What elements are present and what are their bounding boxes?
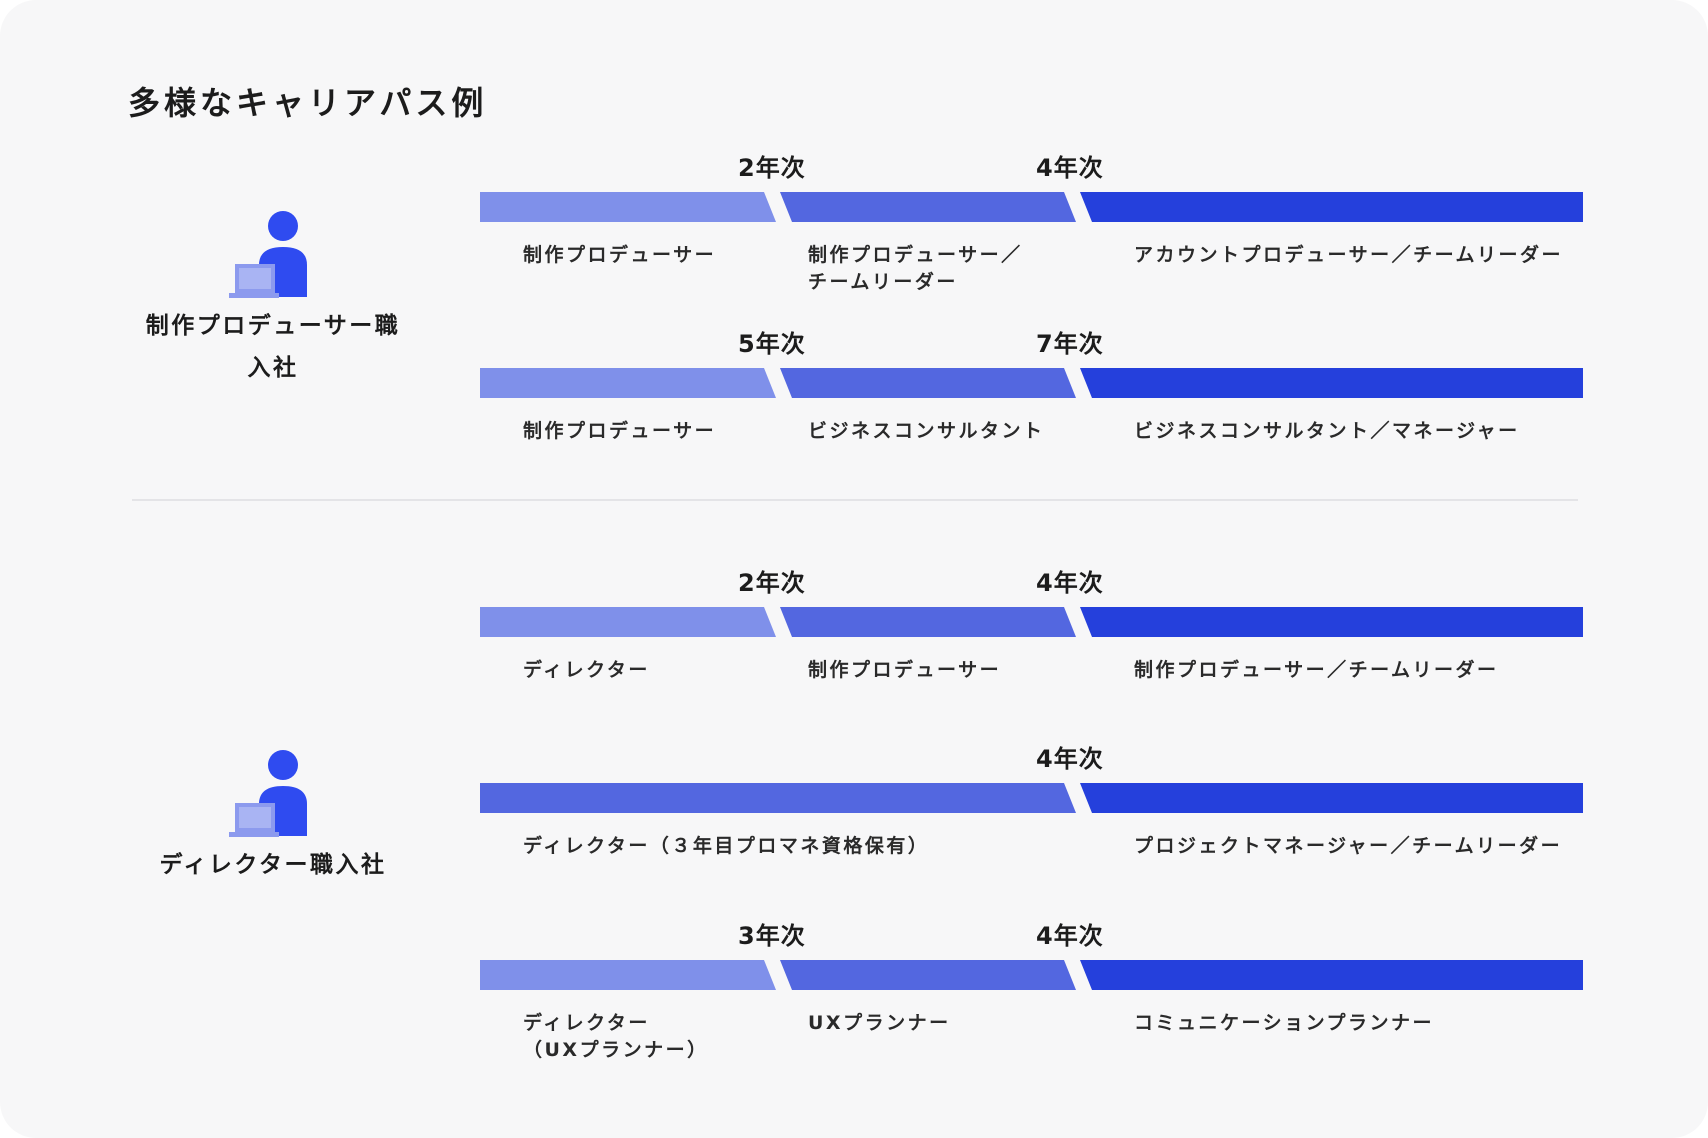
bar-segment-2 bbox=[780, 960, 1076, 990]
group-producer: 制作プロデューサー職 入社 bbox=[133, 209, 413, 389]
career-path: 3年次 4年次 ディレクター （UXプランナー） UXプランナー コミュニケーシ… bbox=[480, 916, 1583, 1061]
year-marker: 4年次 bbox=[1036, 745, 1104, 773]
bar-segment-3 bbox=[1080, 960, 1583, 990]
stage-label: 制作プロデューサー／チームリーダー bbox=[1134, 659, 1499, 681]
progress-bar bbox=[480, 192, 1583, 222]
stage-label: アカウントプロデューサー／チームリーダー bbox=[1134, 244, 1564, 266]
stage-label: ディレクター bbox=[523, 659, 650, 681]
bar-segment-2 bbox=[780, 607, 1076, 637]
group-label: 制作プロデューサー職 入社 bbox=[145, 313, 401, 381]
stage-label: ビジネスコンサルタント bbox=[808, 420, 1045, 442]
progress-bar bbox=[480, 607, 1583, 637]
career-path: 2年次 4年次 制作プロデューサー 制作プロデューサー／ チームリーダー アカウ… bbox=[480, 148, 1583, 293]
person-with-laptop-icon bbox=[229, 211, 307, 298]
stage-label: UXプランナー bbox=[808, 1012, 951, 1034]
progress-bar bbox=[480, 783, 1583, 813]
year-marker: 2年次 bbox=[738, 569, 806, 597]
bar-segment-1 bbox=[480, 192, 776, 222]
stage-label: ディレクター （UXプランナー） bbox=[523, 1012, 709, 1061]
bar-segment-3 bbox=[1080, 607, 1583, 637]
career-path: 5年次 7年次 制作プロデューサー ビジネスコンサルタント ビジネスコンサルタン… bbox=[480, 324, 1583, 454]
year-marker: 5年次 bbox=[738, 330, 806, 358]
year-marker: 3年次 bbox=[738, 922, 806, 950]
bar-segment-3 bbox=[1080, 192, 1583, 222]
stage-label: ビジネスコンサルタント／マネージャー bbox=[1134, 420, 1520, 442]
year-marker: 4年次 bbox=[1036, 569, 1104, 597]
year-marker: 2年次 bbox=[738, 154, 806, 182]
bar-segment-2 bbox=[1080, 783, 1583, 813]
group-label: ディレクター職入社 bbox=[159, 852, 387, 878]
stage-label: プロジェクトマネージャー／チームリーダー bbox=[1134, 835, 1563, 857]
person-with-laptop-icon bbox=[229, 750, 307, 837]
bar-segment-2 bbox=[780, 368, 1076, 398]
group-director: ディレクター職入社 bbox=[133, 748, 413, 886]
year-marker: 7年次 bbox=[1036, 330, 1104, 358]
stage-label: ディレクター（３年目プロマネ資格保有） bbox=[523, 835, 930, 857]
stage-label: 制作プロデューサー／ チームリーダー bbox=[808, 244, 1023, 293]
career-path: 4年次 ディレクター（３年目プロマネ資格保有） プロジェクトマネージャー／チーム… bbox=[480, 739, 1583, 869]
bar-segment-2 bbox=[780, 192, 1076, 222]
stage-label: 制作プロデューサー bbox=[523, 244, 717, 266]
stage-label: コミュニケーションプランナー bbox=[1134, 1012, 1435, 1034]
bar-segment-1 bbox=[480, 960, 776, 990]
year-marker: 4年次 bbox=[1036, 154, 1104, 182]
bar-segment-1 bbox=[480, 607, 776, 637]
bar-segment-1 bbox=[480, 368, 776, 398]
progress-bar bbox=[480, 368, 1583, 398]
section-divider bbox=[132, 499, 1578, 501]
page-title: 多様なキャリアパス例 bbox=[128, 84, 488, 122]
bar-segment-1 bbox=[480, 783, 1076, 813]
year-marker: 4年次 bbox=[1036, 922, 1104, 950]
career-path: 2年次 4年次 ディレクター 制作プロデューサー 制作プロデューサー／チームリー… bbox=[480, 563, 1583, 693]
stage-label: 制作プロデューサー bbox=[808, 659, 1002, 681]
progress-bar bbox=[480, 960, 1583, 990]
stage-label: 制作プロデューサー bbox=[523, 420, 717, 442]
bar-segment-3 bbox=[1080, 368, 1583, 398]
